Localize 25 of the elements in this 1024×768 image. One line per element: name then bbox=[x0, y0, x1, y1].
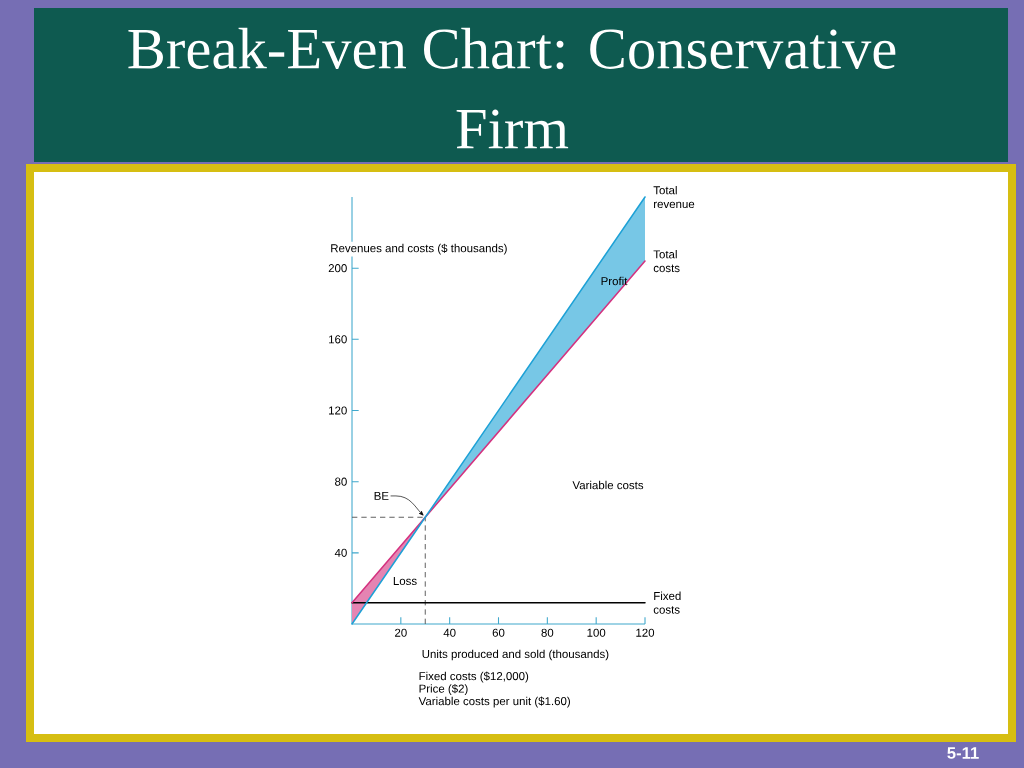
x-tick-label: 100 bbox=[587, 628, 606, 637]
x-tick-label: 60 bbox=[492, 628, 505, 637]
y-tick-label: 80 bbox=[335, 477, 347, 486]
x-tick-label: 40 bbox=[443, 628, 456, 637]
y-axis-title: Revenues and costs ($ thousands) bbox=[331, 243, 507, 255]
annotation: Variable costs bbox=[572, 480, 644, 490]
x-axis-title: Units produced and sold (thousands) bbox=[422, 649, 609, 661]
text: 5-11 bbox=[947, 747, 979, 759]
x-tick-label: 20 bbox=[395, 628, 407, 637]
series-label: Fixed costs bbox=[653, 591, 681, 614]
text: Variable costs per unit ($1.60) bbox=[418, 696, 570, 708]
y-tick-label: 40 bbox=[334, 548, 347, 557]
series-label: Total revenue bbox=[653, 185, 695, 209]
y-tick-label: 200 bbox=[328, 264, 347, 273]
annotation: Profit bbox=[601, 276, 628, 286]
annotation: BE bbox=[374, 491, 389, 500]
text: Fixed costs ($12,000) bbox=[419, 671, 529, 683]
series-label: Total costs bbox=[653, 249, 680, 273]
x-tick-label: 120 bbox=[636, 628, 655, 637]
x-tick-label: 80 bbox=[541, 628, 554, 637]
y-tick-label: 160 bbox=[329, 335, 347, 344]
annotation: Loss bbox=[393, 577, 417, 585]
text: Price ($2) bbox=[419, 684, 468, 695]
y-tick-label: 120 bbox=[329, 406, 347, 415]
chart-title: Break-Even Chart: Conservative Firm bbox=[128, 27, 896, 149]
